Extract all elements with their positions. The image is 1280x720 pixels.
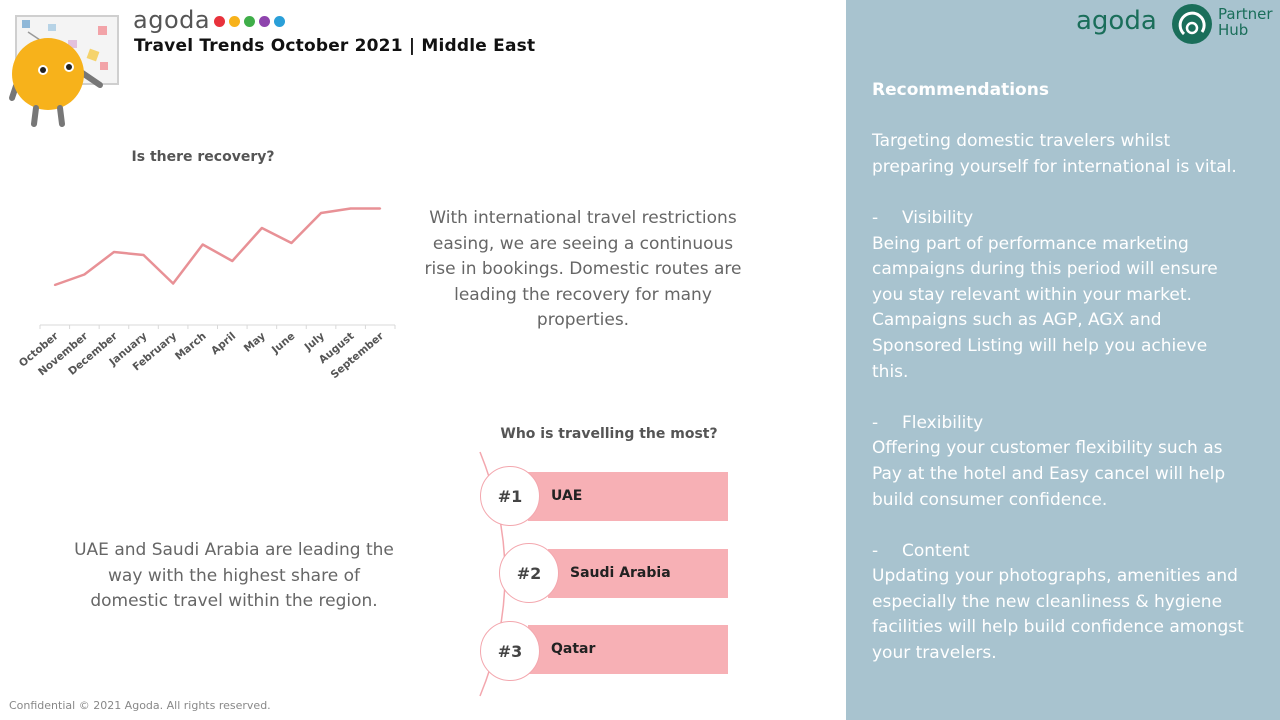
rec-title: Visibility <box>902 207 974 228</box>
partner-hub-icon <box>1172 4 1212 44</box>
partner-label: Partner <box>1218 5 1273 23</box>
data-point <box>379 207 382 210</box>
brand-dot <box>214 16 225 27</box>
brand-dots <box>214 16 285 27</box>
data-point <box>260 227 263 229</box>
rec-item-body-flexibility: Offering your customer flexibility such … <box>872 438 1226 510</box>
data-point <box>142 254 145 256</box>
data-point <box>172 282 175 285</box>
chart-title: Is there recovery? <box>131 149 275 165</box>
data-point <box>231 260 234 262</box>
rec-title: Flexibility <box>902 412 984 433</box>
brand-dot <box>229 16 240 27</box>
brand-dot <box>274 16 285 27</box>
recovery-description: With international travel restrictions e… <box>424 208 742 331</box>
partner-hub-brand: agoda <box>1076 6 1157 36</box>
footer-copyright: Confidential © 2021 Agoda. All rights re… <box>9 699 271 712</box>
x-tick-label: May <box>242 330 268 355</box>
recommendations-intro: Targeting domestic travelers whilst prep… <box>872 131 1237 177</box>
brand-dot <box>259 16 270 27</box>
recommendations-text: Recommendations Targeting domestic trave… <box>872 78 1244 667</box>
mascot-illustration <box>9 15 119 127</box>
data-point <box>112 251 115 253</box>
domestic-description: UAE and Saudi Arabia are leading the way… <box>74 540 394 612</box>
rec-item-body-content: Updating your photographs, amenities and… <box>872 566 1244 664</box>
partner-hub-label: Partner Hub <box>1218 6 1273 38</box>
rec-dash: - <box>872 412 879 433</box>
rank-badge-1: #1 <box>480 466 540 526</box>
data-point <box>320 212 323 214</box>
rec-dash: - <box>872 207 879 228</box>
rank-name-1: UAE <box>551 488 583 504</box>
recovery-line-chart: OctoberNovemberDecemberJanuaryFebruaryMa… <box>17 207 396 381</box>
data-point <box>53 284 56 286</box>
rec-item-title-content: - Content <box>872 539 1244 565</box>
data-point <box>201 243 204 246</box>
rank-name-2: Saudi Arabia <box>570 565 671 581</box>
rec-item-title-visibility: - Visibility <box>872 206 1244 232</box>
x-tick-label: March <box>173 330 209 363</box>
rank-badge-2: #2 <box>499 543 559 603</box>
x-tick-label: June <box>269 330 297 357</box>
rank-badge-3: #3 <box>480 621 540 681</box>
rank-bar-1 <box>528 472 728 521</box>
data-point <box>83 273 86 276</box>
partner-hub-logo: agoda Partner Hub <box>1076 4 1276 46</box>
data-point <box>290 242 293 244</box>
series-line <box>54 207 381 287</box>
rec-item-body-visibility: Being part of performance marketing camp… <box>872 233 1218 382</box>
rec-item-title-flexibility: - Flexibility <box>872 411 1244 437</box>
agoda-brand-text: agoda <box>133 6 211 34</box>
brand-dot <box>244 16 255 27</box>
recommendations-panel <box>846 0 1280 720</box>
data-point <box>349 207 352 210</box>
rec-dash: - <box>872 540 879 561</box>
slide-title: Travel Trends October 2021 | Middle East <box>134 36 536 56</box>
ranking-title: Who is travelling the most? <box>500 426 718 442</box>
x-tick-label: April <box>209 330 238 357</box>
rank-name-3: Qatar <box>551 641 596 657</box>
rank-bar-3 <box>528 625 728 674</box>
rank-bar-2 <box>548 549 728 598</box>
hub-label: Hub <box>1218 21 1249 39</box>
rec-title: Content <box>902 540 970 561</box>
recommendations-heading: Recommendations <box>872 80 1049 100</box>
